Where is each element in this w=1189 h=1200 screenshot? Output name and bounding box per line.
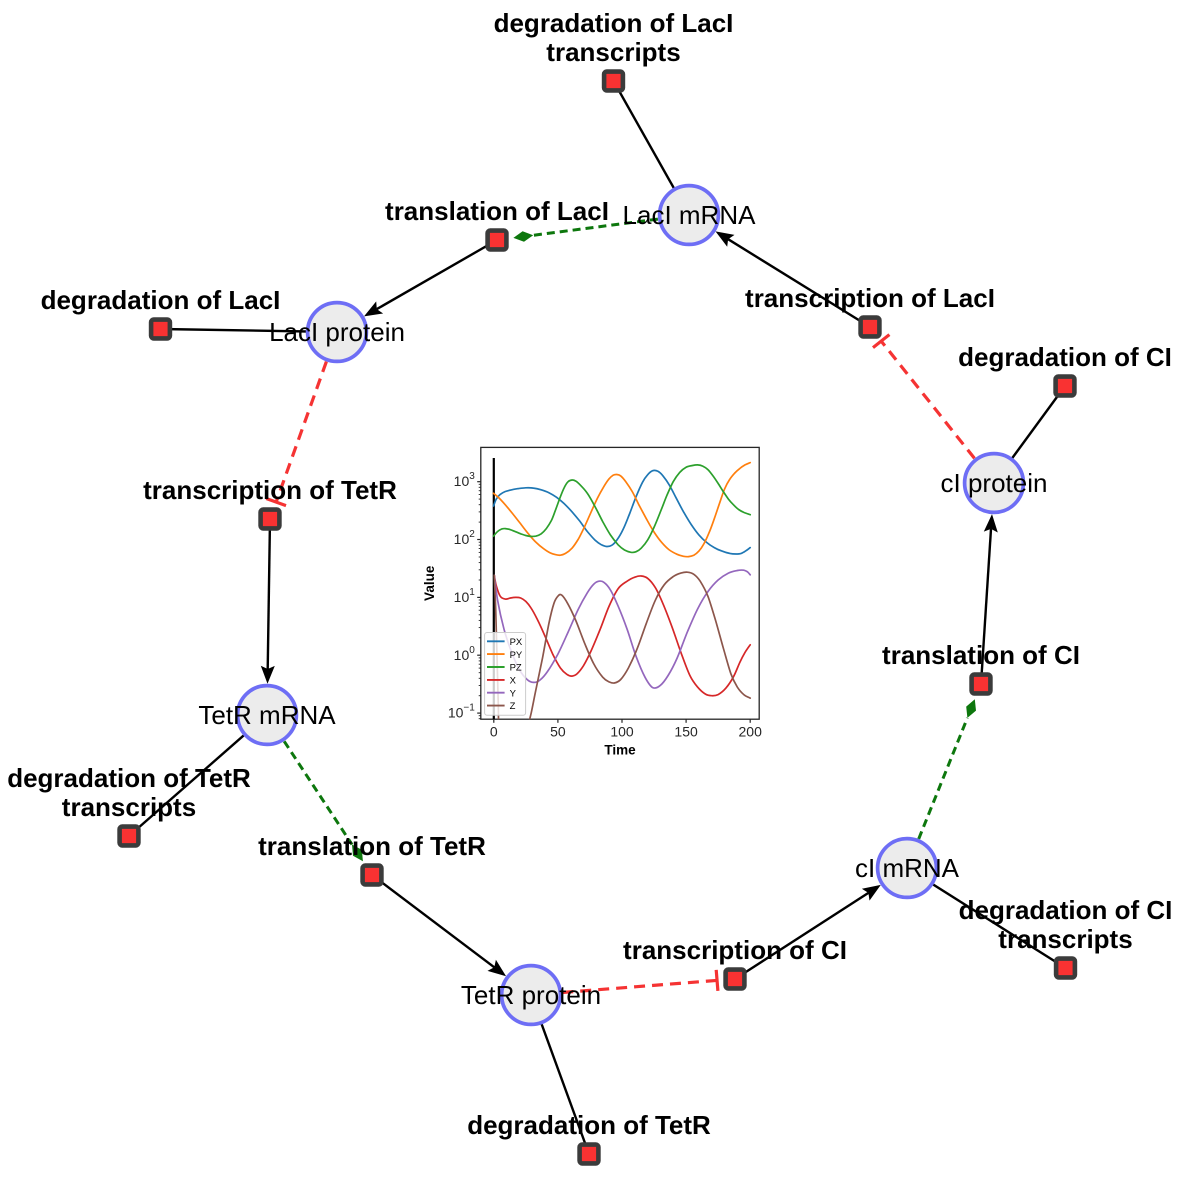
- svg-text:150: 150: [674, 724, 698, 740]
- svg-text:X: X: [510, 676, 517, 687]
- svg-text:Value: Value: [422, 565, 437, 601]
- svg-text:200: 200: [739, 724, 763, 740]
- svg-text:Y: Y: [510, 688, 517, 699]
- svg-text:PY: PY: [510, 650, 523, 661]
- svg-text:LacI mRNA: LacI mRNA: [623, 200, 757, 230]
- svg-text:transcripts: transcripts: [998, 924, 1132, 954]
- svg-text:degradation of LacI: degradation of LacI: [41, 285, 281, 315]
- svg-text:translation of TetR: translation of TetR: [258, 831, 486, 861]
- svg-text:LacI protein: LacI protein: [269, 317, 405, 347]
- svg-text:degradation of CI: degradation of CI: [959, 895, 1173, 925]
- svg-text:degradation of TetR: degradation of TetR: [7, 763, 251, 793]
- svg-text:TetR mRNA: TetR mRNA: [198, 700, 336, 730]
- svg-text:cI mRNA: cI mRNA: [855, 853, 960, 883]
- svg-text:TetR protein: TetR protein: [461, 980, 601, 1010]
- svg-text:cI protein: cI protein: [941, 468, 1048, 498]
- svg-text:transcripts: transcripts: [546, 37, 680, 67]
- svg-text:PX: PX: [510, 637, 523, 648]
- svg-text:degradation of TetR: degradation of TetR: [467, 1110, 711, 1140]
- svg-text:translation of LacI: translation of LacI: [385, 196, 609, 226]
- svg-text:transcription of CI: transcription of CI: [623, 935, 847, 965]
- svg-text:transcription of TetR: transcription of TetR: [143, 475, 397, 505]
- svg-text:PZ: PZ: [510, 663, 522, 674]
- svg-text:transcripts: transcripts: [62, 792, 196, 822]
- svg-text:degradation of CI: degradation of CI: [958, 342, 1172, 372]
- svg-text:0: 0: [490, 724, 498, 740]
- svg-text:Time: Time: [604, 743, 636, 758]
- svg-text:Z: Z: [510, 701, 516, 712]
- svg-text:transcription of LacI: transcription of LacI: [745, 283, 995, 313]
- svg-text:100: 100: [610, 724, 634, 740]
- svg-text:degradation of LacI: degradation of LacI: [494, 8, 734, 38]
- svg-text:translation of CI: translation of CI: [882, 640, 1080, 670]
- svg-text:50: 50: [550, 724, 566, 740]
